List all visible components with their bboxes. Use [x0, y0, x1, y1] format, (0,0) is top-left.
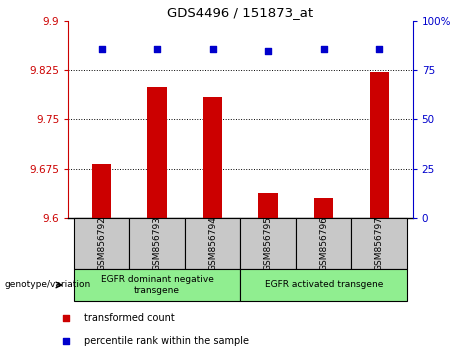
Bar: [241, 218, 296, 269]
Text: GSM856795: GSM856795: [264, 216, 273, 271]
Bar: [74, 269, 241, 301]
Bar: [130, 218, 185, 269]
Text: GSM856792: GSM856792: [97, 216, 106, 271]
Bar: [370, 72, 389, 218]
Point: [209, 46, 216, 52]
Point: [265, 48, 272, 53]
Bar: [92, 164, 111, 218]
Bar: [296, 218, 351, 269]
Title: GDS4496 / 151873_at: GDS4496 / 151873_at: [167, 6, 313, 19]
Bar: [203, 97, 222, 218]
Text: GSM856797: GSM856797: [375, 216, 384, 271]
Text: GSM856794: GSM856794: [208, 216, 217, 271]
Point: [320, 46, 327, 52]
Point: [376, 46, 383, 52]
Bar: [241, 269, 407, 301]
Text: EGFR dominant negative
transgene: EGFR dominant negative transgene: [100, 275, 213, 295]
Text: genotype/variation: genotype/variation: [5, 280, 91, 290]
Text: percentile rank within the sample: percentile rank within the sample: [84, 336, 249, 346]
Bar: [351, 218, 407, 269]
Point: [98, 46, 105, 52]
Point: [63, 315, 70, 320]
Text: GSM856796: GSM856796: [319, 216, 328, 271]
Point: [63, 338, 70, 344]
Bar: [259, 193, 278, 218]
Point: [154, 46, 161, 52]
Text: transformed count: transformed count: [84, 313, 175, 322]
Bar: [314, 198, 333, 218]
Bar: [74, 218, 130, 269]
Bar: [185, 218, 241, 269]
Bar: [148, 87, 167, 218]
Text: GSM856793: GSM856793: [153, 216, 162, 271]
Text: EGFR activated transgene: EGFR activated transgene: [265, 280, 383, 290]
